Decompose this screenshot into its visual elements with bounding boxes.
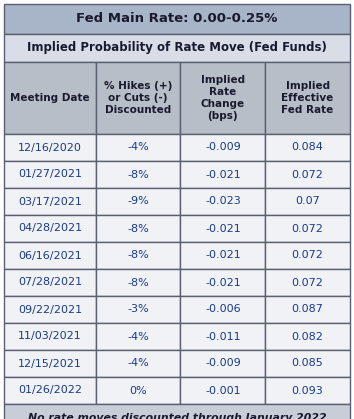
Text: -0.009: -0.009 [205, 142, 241, 153]
Bar [96, 323, 181, 350]
Bar [181, 188, 265, 215]
Bar [265, 269, 350, 296]
Text: -0.021: -0.021 [205, 170, 241, 179]
Text: 0.072: 0.072 [292, 223, 324, 233]
Bar [181, 269, 265, 296]
Text: 12/16/2020: 12/16/2020 [18, 142, 82, 153]
Bar [96, 269, 181, 296]
Text: 07/28/2021: 07/28/2021 [18, 277, 82, 287]
Text: Implied Probability of Rate Move (Fed Funds): Implied Probability of Rate Move (Fed Fu… [27, 41, 327, 54]
Text: Meeting Date: Meeting Date [10, 93, 90, 103]
Bar [265, 296, 350, 323]
Text: 03/17/2021: 03/17/2021 [18, 197, 82, 207]
Bar [265, 161, 350, 188]
Text: -4%: -4% [127, 142, 149, 153]
Bar [181, 134, 265, 161]
Bar [181, 242, 265, 269]
Text: 12/15/2021: 12/15/2021 [18, 359, 82, 368]
Text: -0.021: -0.021 [205, 277, 241, 287]
Bar [265, 350, 350, 377]
Bar [265, 62, 350, 134]
Bar [265, 242, 350, 269]
Bar [96, 62, 181, 134]
Text: -0.021: -0.021 [205, 251, 241, 261]
Text: -0.009: -0.009 [205, 359, 241, 368]
Text: -4%: -4% [127, 359, 149, 368]
Bar [265, 323, 350, 350]
Bar [4, 34, 350, 62]
Bar [4, 323, 96, 350]
Text: -9%: -9% [127, 197, 149, 207]
Bar [4, 62, 96, 134]
Bar [4, 4, 350, 34]
Bar [4, 188, 96, 215]
Text: 04/28/2021: 04/28/2021 [18, 223, 82, 233]
Bar [181, 296, 265, 323]
Bar [96, 242, 181, 269]
Text: 01/27/2021: 01/27/2021 [18, 170, 82, 179]
Bar [96, 377, 181, 404]
Bar [96, 188, 181, 215]
Bar [96, 161, 181, 188]
Bar [96, 215, 181, 242]
Bar [181, 323, 265, 350]
Text: Fed Main Rate: 0.00-0.25%: Fed Main Rate: 0.00-0.25% [76, 13, 278, 26]
Text: 01/26/2022: 01/26/2022 [18, 385, 82, 396]
Text: 0%: 0% [129, 385, 147, 396]
Bar [4, 404, 350, 419]
Bar [181, 161, 265, 188]
Text: 0.072: 0.072 [292, 251, 324, 261]
Text: No rate moves discounted through January 2022: No rate moves discounted through January… [28, 413, 326, 419]
Text: 0.082: 0.082 [292, 331, 324, 341]
Text: % Hikes (+)
or Cuts (-)
Discounted: % Hikes (+) or Cuts (-) Discounted [104, 81, 172, 115]
Bar [181, 215, 265, 242]
Text: -4%: -4% [127, 331, 149, 341]
Bar [181, 350, 265, 377]
Text: -0.023: -0.023 [205, 197, 241, 207]
Bar [96, 296, 181, 323]
Text: 0.085: 0.085 [292, 359, 324, 368]
Bar [4, 296, 96, 323]
Bar [96, 350, 181, 377]
Text: -0.011: -0.011 [205, 331, 241, 341]
Bar [265, 134, 350, 161]
Text: -0.001: -0.001 [205, 385, 241, 396]
Text: -8%: -8% [127, 251, 149, 261]
Text: 0.072: 0.072 [292, 170, 324, 179]
Bar [265, 188, 350, 215]
Bar [4, 242, 96, 269]
Text: 0.093: 0.093 [292, 385, 324, 396]
Text: 11/03/2021: 11/03/2021 [18, 331, 82, 341]
Bar [4, 215, 96, 242]
Text: -0.006: -0.006 [205, 305, 241, 315]
Bar [265, 215, 350, 242]
Bar [4, 269, 96, 296]
Bar [4, 377, 96, 404]
Bar [4, 134, 96, 161]
Text: Implied
Effective
Fed Rate: Implied Effective Fed Rate [281, 81, 334, 115]
Text: -8%: -8% [127, 277, 149, 287]
Text: -8%: -8% [127, 170, 149, 179]
Bar [181, 377, 265, 404]
Text: 06/16/2021: 06/16/2021 [18, 251, 82, 261]
Text: -3%: -3% [127, 305, 149, 315]
Bar [265, 377, 350, 404]
Text: 0.07: 0.07 [295, 197, 320, 207]
Text: 0.084: 0.084 [292, 142, 324, 153]
Text: -0.021: -0.021 [205, 223, 241, 233]
Text: -8%: -8% [127, 223, 149, 233]
Bar [4, 350, 96, 377]
Text: Implied
Rate
Change
(bps): Implied Rate Change (bps) [201, 75, 245, 121]
Bar [4, 161, 96, 188]
Bar [96, 134, 181, 161]
Text: 09/22/2021: 09/22/2021 [18, 305, 82, 315]
Text: 0.072: 0.072 [292, 277, 324, 287]
Text: 0.087: 0.087 [292, 305, 324, 315]
Bar [181, 62, 265, 134]
